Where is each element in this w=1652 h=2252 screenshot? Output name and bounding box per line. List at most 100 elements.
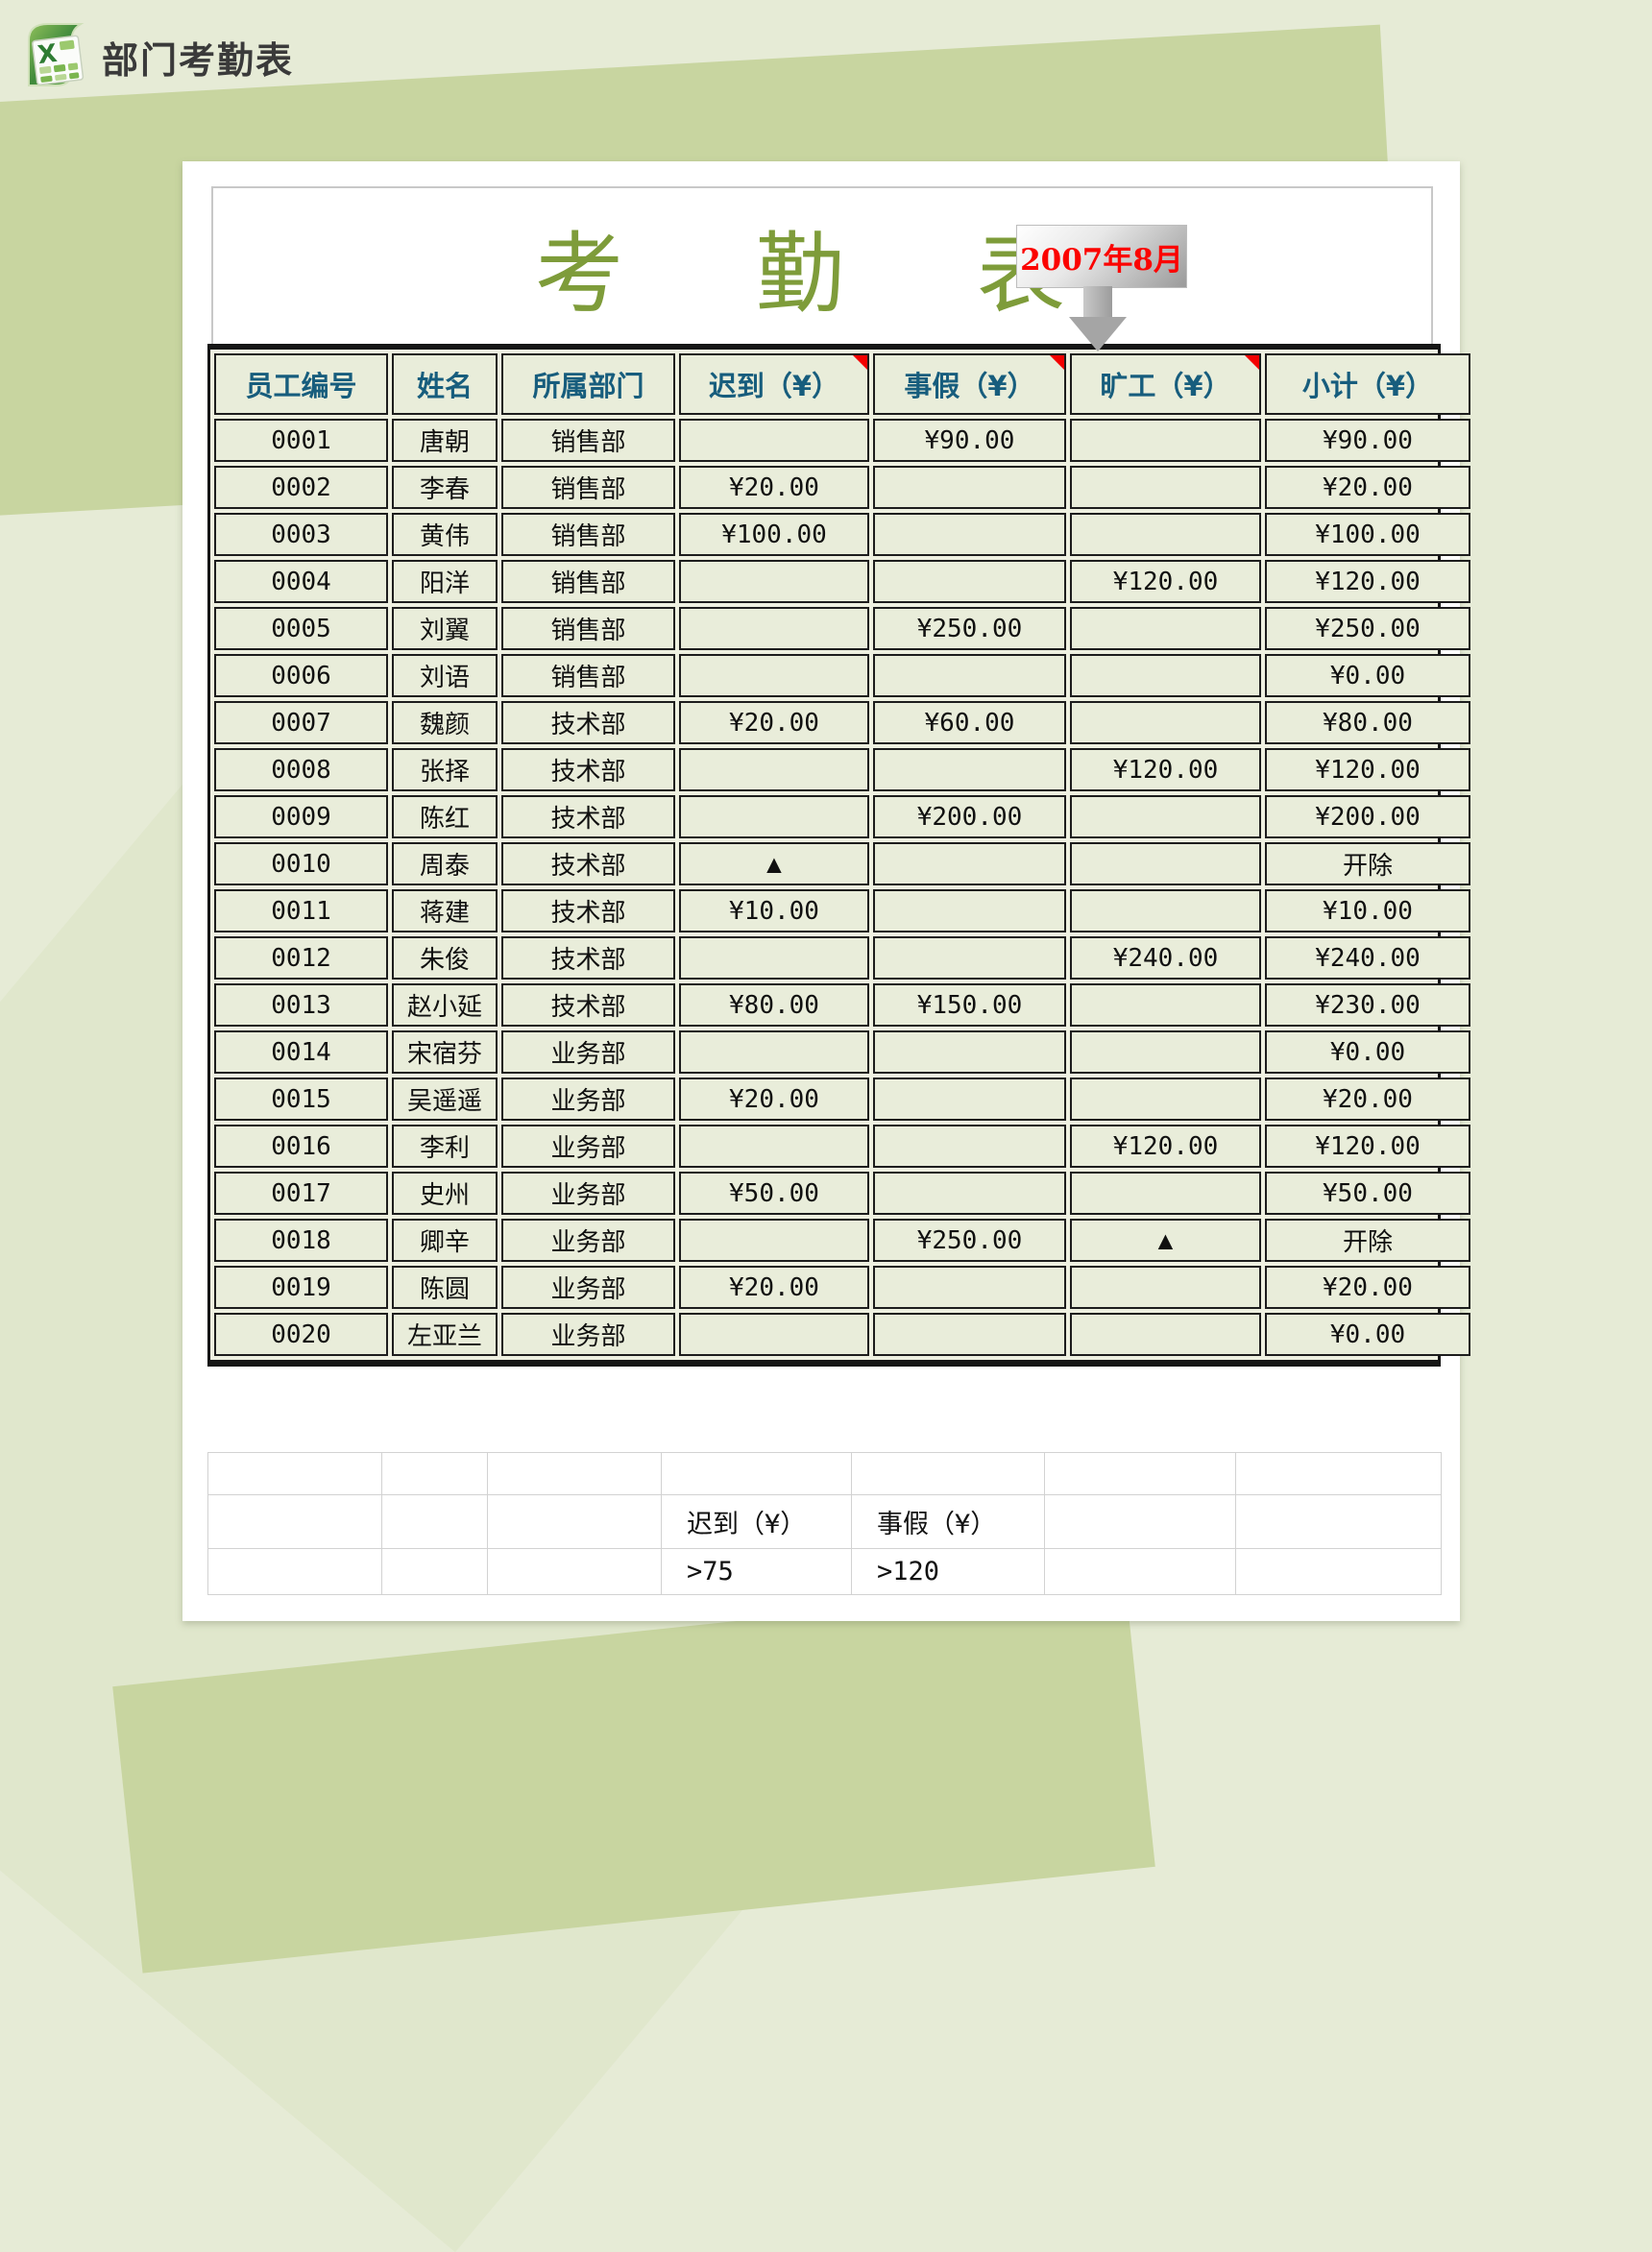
table-cell[interactable]: 技术部: [501, 936, 675, 980]
table-cell[interactable]: 技术部: [501, 701, 675, 744]
table-cell[interactable]: [873, 889, 1066, 932]
table-cell[interactable]: 唐朝: [392, 419, 498, 462]
table-cell[interactable]: ¥250.00: [1265, 607, 1470, 650]
table-cell[interactable]: ¥120.00: [1070, 1125, 1261, 1168]
table-cell[interactable]: ¥200.00: [873, 795, 1066, 838]
table-cell[interactable]: [1070, 419, 1261, 462]
table-cell[interactable]: ¥20.00: [679, 701, 869, 744]
table-cell[interactable]: 技术部: [501, 842, 675, 885]
table-cell[interactable]: [873, 936, 1066, 980]
criteria-value[interactable]: >120: [852, 1549, 1045, 1595]
table-cell[interactable]: 技术部: [501, 983, 675, 1027]
table-cell[interactable]: ¥0.00: [1265, 1313, 1470, 1356]
table-cell[interactable]: 业务部: [501, 1172, 675, 1215]
criteria-header[interactable]: 事假（¥）: [852, 1495, 1045, 1549]
column-header-1[interactable]: 姓名: [392, 353, 498, 415]
table-cell[interactable]: [873, 1313, 1066, 1356]
table-cell[interactable]: 左亚兰: [392, 1313, 498, 1356]
table-cell[interactable]: 0006: [214, 654, 388, 697]
table-cell[interactable]: [1070, 607, 1261, 650]
table-cell[interactable]: ¥20.00: [1265, 1266, 1470, 1309]
table-cell[interactable]: 朱俊: [392, 936, 498, 980]
table-cell[interactable]: [1070, 654, 1261, 697]
table-cell[interactable]: 赵小延: [392, 983, 498, 1027]
table-cell[interactable]: ¥20.00: [1265, 466, 1470, 509]
table-cell[interactable]: ¥10.00: [1265, 889, 1470, 932]
table-cell[interactable]: 业务部: [501, 1219, 675, 1262]
table-cell[interactable]: [679, 1125, 869, 1168]
table-cell[interactable]: 0015: [214, 1078, 388, 1121]
criteria-header[interactable]: 迟到（¥）: [662, 1495, 852, 1549]
table-cell[interactable]: [873, 513, 1066, 556]
table-cell[interactable]: ¥20.00: [679, 1266, 869, 1309]
table-cell[interactable]: 技术部: [501, 795, 675, 838]
table-cell[interactable]: [1070, 842, 1261, 885]
table-cell[interactable]: [873, 654, 1066, 697]
table-cell[interactable]: [1070, 466, 1261, 509]
table-cell[interactable]: ¥120.00: [1265, 748, 1470, 791]
table-cell[interactable]: [873, 1172, 1066, 1215]
table-cell[interactable]: 业务部: [501, 1313, 675, 1356]
table-cell[interactable]: 张择: [392, 748, 498, 791]
table-cell[interactable]: [1070, 513, 1261, 556]
table-cell[interactable]: 业务部: [501, 1125, 675, 1168]
table-cell[interactable]: [1070, 1313, 1261, 1356]
table-cell[interactable]: [873, 1266, 1066, 1309]
table-cell[interactable]: [1070, 1172, 1261, 1215]
table-cell[interactable]: [1070, 701, 1261, 744]
table-cell[interactable]: 0009: [214, 795, 388, 838]
table-cell[interactable]: 业务部: [501, 1266, 675, 1309]
column-header-3[interactable]: 迟到（¥）: [679, 353, 869, 415]
comment-marker-cell[interactable]: ▲: [1070, 1219, 1261, 1262]
table-cell[interactable]: [873, 1030, 1066, 1074]
table-cell[interactable]: [873, 1125, 1066, 1168]
table-cell[interactable]: 0014: [214, 1030, 388, 1074]
column-header-6[interactable]: 小计（¥）: [1265, 353, 1470, 415]
table-cell[interactable]: ¥50.00: [679, 1172, 869, 1215]
table-cell[interactable]: 李春: [392, 466, 498, 509]
table-cell[interactable]: [873, 466, 1066, 509]
table-cell[interactable]: 刘翼: [392, 607, 498, 650]
table-cell[interactable]: ¥230.00: [1265, 983, 1470, 1027]
table-cell[interactable]: ¥90.00: [873, 419, 1066, 462]
criteria-value[interactable]: >75: [662, 1549, 852, 1595]
table-cell[interactable]: 卿辛: [392, 1219, 498, 1262]
table-cell[interactable]: 0008: [214, 748, 388, 791]
table-cell[interactable]: [1070, 983, 1261, 1027]
table-cell[interactable]: ¥20.00: [679, 466, 869, 509]
table-cell[interactable]: 业务部: [501, 1078, 675, 1121]
table-cell[interactable]: [873, 842, 1066, 885]
table-cell[interactable]: [679, 936, 869, 980]
comment-marker-cell[interactable]: ▲: [679, 842, 869, 885]
table-cell[interactable]: 黄伟: [392, 513, 498, 556]
table-cell[interactable]: 刘语: [392, 654, 498, 697]
table-cell[interactable]: 陈红: [392, 795, 498, 838]
column-header-5[interactable]: 旷工（¥）: [1070, 353, 1261, 415]
table-cell[interactable]: 0011: [214, 889, 388, 932]
table-cell[interactable]: 史州: [392, 1172, 498, 1215]
table-cell[interactable]: ¥120.00: [1070, 560, 1261, 603]
table-cell[interactable]: 0007: [214, 701, 388, 744]
table-cell[interactable]: ¥240.00: [1070, 936, 1261, 980]
table-cell[interactable]: [1070, 1030, 1261, 1074]
table-cell[interactable]: [679, 654, 869, 697]
table-cell[interactable]: 销售部: [501, 607, 675, 650]
table-cell[interactable]: ¥200.00: [1265, 795, 1470, 838]
table-cell[interactable]: ¥100.00: [1265, 513, 1470, 556]
table-cell[interactable]: [873, 1078, 1066, 1121]
table-cell[interactable]: ¥10.00: [679, 889, 869, 932]
table-cell[interactable]: [679, 748, 869, 791]
table-cell[interactable]: 0002: [214, 466, 388, 509]
table-cell[interactable]: 阳洋: [392, 560, 498, 603]
table-cell[interactable]: 0012: [214, 936, 388, 980]
table-cell[interactable]: ¥250.00: [873, 607, 1066, 650]
table-cell[interactable]: ¥0.00: [1265, 1030, 1470, 1074]
table-cell[interactable]: 0003: [214, 513, 388, 556]
table-cell[interactable]: [1070, 1078, 1261, 1121]
table-cell[interactable]: 0020: [214, 1313, 388, 1356]
table-cell[interactable]: ¥80.00: [1265, 701, 1470, 744]
table-cell[interactable]: ¥60.00: [873, 701, 1066, 744]
table-cell[interactable]: 李利: [392, 1125, 498, 1168]
table-cell[interactable]: 0016: [214, 1125, 388, 1168]
table-cell[interactable]: ¥20.00: [679, 1078, 869, 1121]
